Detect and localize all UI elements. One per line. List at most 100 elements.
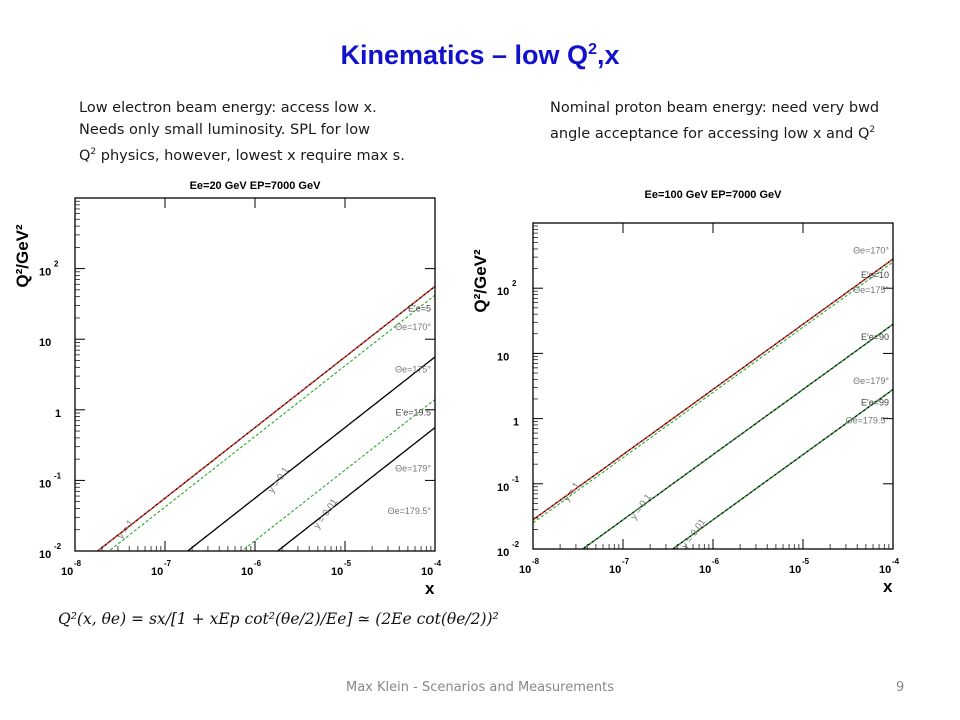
x-tick-label: 10-4 [879, 557, 900, 576]
x-tick-exp: -7 [622, 557, 630, 566]
right-note-line-2: angle acceptance for accessing low x and… [550, 125, 876, 142]
y-line-label: y = 0.1 [628, 492, 654, 522]
y-tick-label: 10-2 [497, 540, 520, 559]
y-tick-label: 1 [55, 408, 61, 420]
energy-line [240, 399, 435, 551]
x-tick-label: 10-6 [699, 557, 720, 576]
y-tick-label: 10-1 [497, 475, 520, 494]
footer: Max Klein - Scenarios and Measurements [346, 680, 614, 695]
y-tick-base: 10 [39, 549, 51, 561]
x-tick-base: 10 [61, 566, 73, 578]
page-number: 9 [896, 680, 905, 695]
chart-panel-2: Ee=100 GeV EP=7000 GeVQ²/GeV²x10-810-710… [471, 189, 900, 596]
x-tick-label: 10-8 [61, 559, 82, 578]
theta-curve-label: Θe=179° [853, 376, 889, 386]
x-tick-label: 10-8 [519, 557, 540, 576]
q2-formula: Q²(x, θe) = sx/[1 + xEp cot²(θe/2)/Ee] ≃… [58, 610, 499, 628]
x-tick-label: 10-7 [609, 557, 630, 576]
theta-curve-label: Θe=179.5° [388, 506, 432, 516]
x-tick-label: 10-5 [331, 559, 352, 578]
x-tick-base: 10 [331, 566, 343, 578]
x-tick-base: 10 [421, 566, 433, 578]
y-tick-base: 10 [497, 286, 509, 298]
y-tick-label: 10-1 [39, 471, 62, 490]
y-tick-base: 10 [39, 478, 51, 490]
right-note: Nominal proton beam energy: need very bw… [550, 97, 910, 145]
x-tick-base: 10 [699, 564, 711, 576]
x-tick-exp: -8 [74, 559, 82, 568]
y-tick-label: 102 [497, 279, 517, 298]
x-tick-exp: -4 [892, 557, 900, 566]
x-tick-exp: -4 [434, 559, 442, 568]
y-axis-label: Q²/GeV² [471, 249, 490, 313]
chart-panel-1: Ee=20 GeV EP=7000 GeVQ²/GeV²x10-810-710-… [13, 180, 442, 598]
y-tick-base: 10 [497, 351, 509, 363]
y-tick-label: 10 [497, 351, 509, 363]
theta-curve-label: Θe=179.5° [846, 415, 890, 425]
energy-line-label: E′e=99 [861, 397, 889, 407]
left-note-line-1: Low electron beam energy: access low x. [79, 100, 377, 116]
theta-curve-label: Θe=175° [853, 285, 889, 295]
y-tick-label: 10-2 [39, 542, 62, 561]
y-tick-base: 1 [513, 417, 519, 429]
chart-title: Ee=100 GeV EP=7000 GeV [645, 189, 783, 201]
y-axis-label: Q²/GeV² [13, 224, 32, 288]
plot-area: y = 1y = 0.1y = 0.01Θe=170°Θe=175°Θe=179… [96, 285, 435, 551]
energy-line [108, 294, 435, 551]
y-line-label: y = 0.1 [266, 465, 292, 495]
x-axis-label: x [883, 577, 893, 596]
slide-title: Kinematics – low Q2,x [340, 40, 620, 70]
x-tick-label: 10-5 [789, 557, 810, 576]
x-tick-exp: -7 [164, 559, 172, 568]
theta-curve-label: Θe=175° [395, 365, 431, 375]
left-note: Low electron beam energy: access low x. … [79, 97, 439, 167]
x-tick-label: 10-7 [151, 559, 172, 578]
y-tick-base: 10 [497, 547, 509, 559]
chart-title: Ee=20 GeV EP=7000 GeV [190, 180, 322, 192]
y-tick-label: 102 [39, 260, 59, 279]
theta-curve [533, 258, 893, 521]
kinematic-limit-line [276, 427, 435, 551]
energy-line-label: E′e=5 [408, 303, 431, 313]
theta-curve-label: Θe=170° [395, 322, 431, 332]
energy-line [581, 323, 893, 549]
x-axis-label: x [425, 579, 435, 598]
kinematic-limit-line [186, 356, 435, 551]
x-tick-exp: -6 [712, 557, 720, 566]
y-tick-base: 1 [55, 408, 61, 420]
x-tick-label: 10-6 [241, 559, 262, 578]
x-tick-base: 10 [241, 566, 253, 578]
energy-line-label: E′e=19.5 [396, 408, 431, 418]
y-tick-exp: 2 [54, 260, 59, 269]
y-tick-exp: -2 [54, 542, 62, 551]
y-tick-exp: -1 [54, 471, 62, 480]
right-note-line-1: Nominal proton beam energy: need very bw… [550, 100, 880, 116]
energy-line [533, 261, 893, 524]
x-tick-exp: -5 [802, 557, 810, 566]
x-tick-base: 10 [151, 566, 163, 578]
x-tick-base: 10 [789, 564, 801, 576]
y-line-label: y = 0.01 [312, 497, 341, 531]
theta-curve-label: Θe=179° [395, 463, 431, 473]
x-tick-exp: -8 [532, 557, 540, 566]
plot-frame [532, 222, 894, 550]
y-tick-base: 10 [39, 267, 51, 279]
energy-line-label: E′e=10 [861, 270, 889, 280]
energy-line [671, 388, 893, 549]
left-note-line-2: Needs only small luminosity. SPL for low [79, 122, 370, 138]
y-tick-base: 10 [497, 482, 509, 494]
y-tick-exp: -2 [512, 540, 520, 549]
energy-line-label: E′e=90 [861, 332, 889, 342]
x-tick-label: 10-4 [421, 559, 442, 578]
y-tick-exp: -1 [512, 475, 520, 484]
theta-curve-label: Θe=170° [853, 246, 889, 256]
x-tick-base: 10 [609, 564, 621, 576]
y-tick-base: 10 [39, 337, 51, 349]
y-line-label: y = 0.01 [680, 517, 709, 551]
y-tick-label: 1 [513, 417, 519, 429]
x-tick-exp: -6 [254, 559, 262, 568]
x-tick-base: 10 [519, 564, 531, 576]
y-tick-exp: 2 [512, 279, 517, 288]
